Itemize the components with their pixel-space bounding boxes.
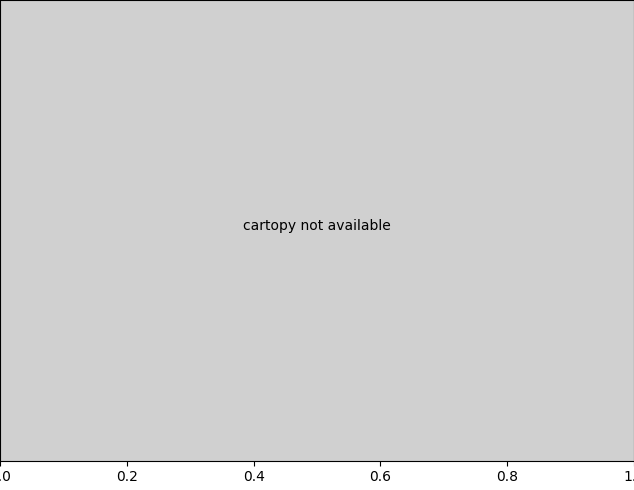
Text: cartopy not available: cartopy not available [243,220,391,233]
